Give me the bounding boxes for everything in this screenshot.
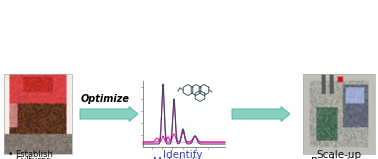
Text: Cultures: Cultures — [15, 156, 50, 159]
Text: Scale-up: Scale-up — [316, 150, 362, 159]
Text: Optimize: Optimize — [81, 94, 130, 104]
Text: Establish: Establish — [15, 150, 53, 159]
FancyArrow shape — [232, 107, 290, 121]
Text: Production: Production — [311, 157, 367, 159]
Bar — [303, 74, 375, 154]
Bar — [4, 74, 72, 154]
Text: Metabolites: Metabolites — [153, 157, 213, 159]
FancyArrow shape — [80, 107, 138, 121]
Text: Identify: Identify — [163, 150, 203, 159]
Text: •: • — [8, 150, 13, 159]
